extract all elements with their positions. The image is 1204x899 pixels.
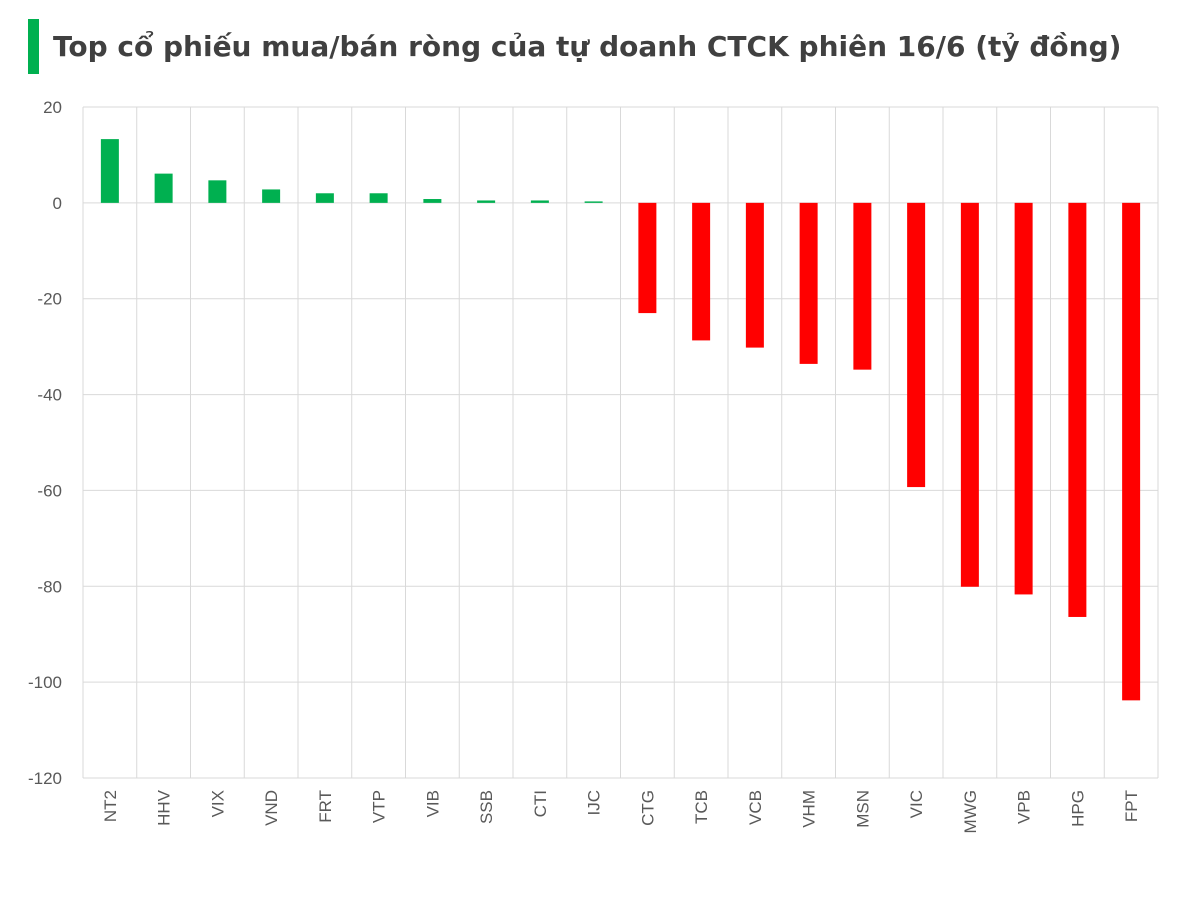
x-tick-label: FPT xyxy=(1122,790,1141,822)
x-tick-label: CTG xyxy=(638,790,657,826)
y-tick-label: -80 xyxy=(37,577,62,596)
bar-vib xyxy=(423,199,442,203)
x-tick-label: MWG xyxy=(961,790,980,833)
bar-ijc xyxy=(584,201,603,203)
bar-frt xyxy=(315,193,334,203)
y-tick-label: -100 xyxy=(28,673,62,692)
y-tick-label: -60 xyxy=(37,481,62,500)
x-tick-label: HPG xyxy=(1068,790,1087,827)
bar-vnd xyxy=(262,189,281,203)
bar-ctg xyxy=(638,202,657,314)
chart-title: Top cổ phiếu mua/bán ròng của tự doanh C… xyxy=(53,29,1122,63)
bar-vcb xyxy=(745,202,764,348)
y-tick-label: -40 xyxy=(37,386,62,405)
bar-vix xyxy=(208,180,227,203)
x-tick-label: VPB xyxy=(1015,790,1034,824)
bar-vic xyxy=(907,202,926,488)
bar-mwg xyxy=(960,202,979,587)
x-tick-label: NT2 xyxy=(101,790,120,822)
bar-vtp xyxy=(369,193,388,203)
x-tick-label: FRT xyxy=(316,790,335,823)
x-tick-label: VIB xyxy=(423,790,442,817)
y-tick-label: 20 xyxy=(43,98,62,117)
x-tick-label: VND xyxy=(262,790,281,826)
x-tick-label: CTI xyxy=(531,790,550,817)
x-axis-ticks: NT2 HHV VIX VND FRT VTP VIB SSB CTI IJC CTG TCB VCB V… xyxy=(101,789,1141,833)
bar-tcb xyxy=(692,202,711,341)
x-tick-label: VCB xyxy=(746,790,765,825)
chart-title-area: Top cổ phiếu mua/bán ròng của tự doanh C… xyxy=(28,18,1121,74)
x-tick-label: VIX xyxy=(208,790,227,817)
y-tick-label: 0 xyxy=(53,194,62,213)
x-tick-label: HHV xyxy=(155,789,174,826)
y-tick-label: -120 xyxy=(28,769,62,788)
x-tick-label: VIC xyxy=(907,790,926,818)
x-tick-label: IJC xyxy=(585,790,604,816)
bar-msn xyxy=(853,202,872,370)
bar-ssb xyxy=(477,200,496,203)
bar-hpg xyxy=(1068,202,1087,617)
x-tick-label: SSB xyxy=(477,790,496,824)
x-tick-label: VHM xyxy=(800,790,819,828)
bar-vhm xyxy=(799,202,818,364)
gridlines xyxy=(82,106,1159,779)
bars xyxy=(100,139,1141,701)
bar-nt2 xyxy=(100,139,119,203)
bar-fpt xyxy=(1122,202,1141,701)
bar-cti xyxy=(530,200,549,203)
bar-hhv xyxy=(154,173,173,203)
y-tick-label: -20 xyxy=(37,290,62,309)
bar-vpb xyxy=(1014,202,1033,595)
x-tick-label: TCB xyxy=(692,790,711,824)
y-axis-ticks: 20 0 -20 -40 -60 -80 -100 -120 xyxy=(28,98,62,788)
x-tick-label: VTP xyxy=(370,790,389,823)
title-accent-bar xyxy=(28,18,39,74)
x-tick-label: MSN xyxy=(853,790,872,828)
